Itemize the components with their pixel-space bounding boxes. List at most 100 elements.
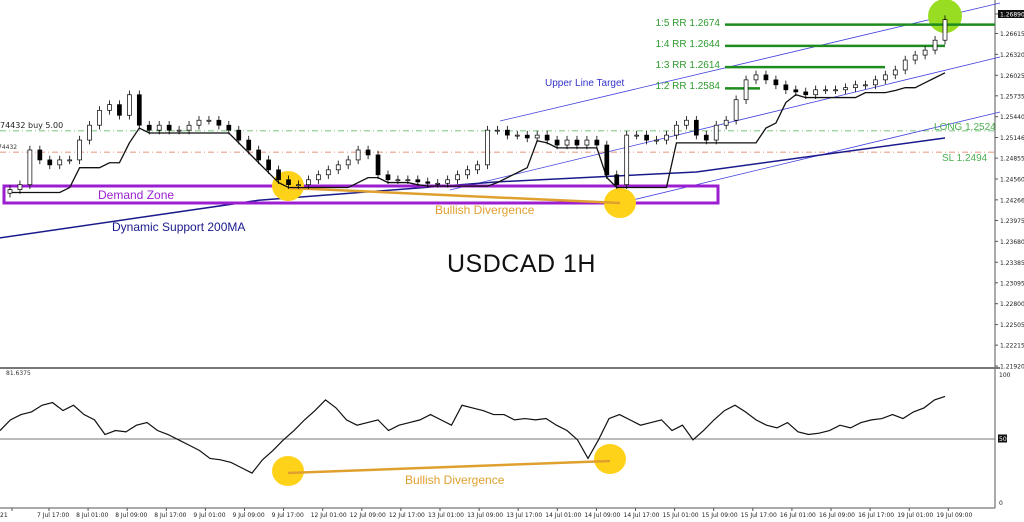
bullish-candle — [77, 139, 82, 161]
bearish-candle — [594, 139, 600, 146]
bullish-candle — [27, 149, 33, 186]
indicator-value-label: 81.6375 — [6, 370, 31, 377]
bullish-candle — [932, 39, 938, 51]
y-tick-label: 1.23385 — [1000, 260, 1024, 267]
x-tick-label: 13 Jul 09:00 — [467, 512, 503, 519]
bullish-candle — [306, 179, 311, 186]
order-sl-label: 74432 — [0, 144, 18, 151]
demand-zone-box — [2, 184, 720, 205]
x-tick-label: 9 Jul 17:00 — [272, 512, 304, 519]
bullish-candle — [405, 179, 411, 182]
bullish-candle — [57, 159, 63, 166]
bearish-candle — [544, 134, 550, 141]
bearish-candle — [703, 134, 709, 141]
bullish-candle — [296, 184, 301, 187]
demand-zone-label: Demand Zone — [98, 188, 175, 202]
bearish-candle — [136, 94, 142, 126]
x-tick-label: 13 Jul 17:00 — [506, 512, 542, 519]
y-tick-label: 1.25440 — [1000, 114, 1024, 121]
y-tick-label: 1.25735 — [1000, 93, 1024, 100]
x-tick-label: 16 Jul 09:00 — [819, 512, 855, 519]
bullish-candle — [196, 119, 202, 126]
price-divergence-line — [289, 186, 621, 205]
x-tick-label: 19 Jul 09:00 — [936, 512, 972, 519]
bullish-candle — [743, 79, 749, 101]
ma200-label: Dynamic Support 200MA — [112, 220, 246, 234]
bearish-candle — [574, 139, 580, 146]
channel-line — [619, 111, 1001, 204]
bearish-candle — [524, 134, 530, 139]
y-tick-label: 1.26320 — [1000, 52, 1024, 59]
x-tick-label: 13 Jul 01:00 — [428, 512, 464, 519]
x-tick-label: 15 Jul 09:00 — [702, 512, 738, 519]
bullish-candle — [514, 134, 520, 137]
bearish-candle — [365, 149, 371, 156]
bullish-candle — [465, 169, 470, 176]
osc-divergence-label: Bullish Divergence — [405, 473, 505, 487]
bearish-candle — [693, 119, 699, 136]
trailing-stop-line — [10, 72, 946, 194]
current-price-label: 1.26890 — [1000, 12, 1024, 19]
bullish-candle — [186, 124, 192, 131]
x-tick-label: 15 Jul 01:00 — [663, 512, 699, 519]
osc-tick-label: 0 — [999, 500, 1003, 507]
x-tick-label: 8 Jul 01:00 — [76, 512, 108, 519]
bullish-candle — [813, 89, 819, 96]
x-tick-label: 15 Jul 17:00 — [741, 512, 777, 519]
x-tick-label: 7 Jul 17:00 — [37, 512, 69, 519]
bullish-candle — [156, 124, 162, 131]
bearish-candle — [276, 169, 281, 181]
bearish-candle — [117, 104, 122, 116]
bearish-candle — [256, 149, 262, 161]
bullish-candle — [17, 184, 23, 191]
bullish-candle — [564, 139, 570, 146]
channel-line — [499, 2, 1001, 122]
bullish-candle — [902, 59, 908, 71]
y-tick-label: 1.22505 — [1000, 322, 1024, 329]
bearish-candle — [803, 91, 809, 96]
price-divergence-label: Bullish Divergence — [435, 203, 535, 217]
bearish-candle — [266, 159, 271, 171]
bearish-candle — [47, 159, 53, 166]
long-level-label: LONG 1.2524 — [934, 122, 996, 133]
y-tick-label: 1.23680 — [1000, 239, 1024, 246]
bearish-candle — [614, 174, 620, 186]
x-tick-label: 21 — [0, 512, 8, 519]
bullish-candle — [67, 159, 73, 162]
bullish-candle — [624, 134, 630, 186]
x-tick-label: 12 Jul 17:00 — [389, 512, 425, 519]
bullish-candle — [634, 134, 639, 137]
bullish-candle — [713, 124, 719, 141]
bearish-candle — [504, 129, 510, 136]
sl-level-label: SL 1.2494 — [942, 153, 988, 164]
bullish-candle — [654, 139, 659, 142]
bullish-candle — [853, 84, 858, 89]
x-tick-label: 9 Jul 09:00 — [233, 512, 265, 519]
x-tick-label: 12 Jul 01:00 — [311, 512, 347, 519]
x-tick-label: 8 Jul 09:00 — [115, 512, 147, 519]
bearish-candle — [286, 179, 291, 186]
osc-50-box — [998, 434, 1007, 443]
bullish-candle — [395, 179, 401, 182]
bullish-candle — [733, 99, 739, 121]
bullish-candle — [176, 129, 182, 132]
x-tick-label: 16 Jul 01:00 — [780, 512, 816, 519]
bullish-candle — [435, 182, 441, 185]
osc-tick-label: 50 — [999, 436, 1007, 443]
bullish-candle — [7, 189, 13, 194]
bullish-candle — [664, 134, 669, 141]
bearish-candle — [37, 149, 43, 161]
bullish-candle — [345, 159, 351, 166]
bearish-candle — [236, 129, 242, 141]
bearish-candle — [216, 119, 222, 126]
bearish-candle — [793, 89, 799, 93]
bullish-candle — [87, 124, 92, 141]
y-tick-label: 1.22800 — [1000, 301, 1024, 308]
bullish-candle — [912, 54, 918, 61]
y-tick-label: 1.21920 — [1000, 364, 1024, 371]
bearish-candle — [425, 181, 431, 184]
y-tick-label: 1.25146 — [1000, 135, 1024, 142]
osc-divergence-line — [287, 459, 611, 475]
current-price-box — [998, 10, 1024, 18]
